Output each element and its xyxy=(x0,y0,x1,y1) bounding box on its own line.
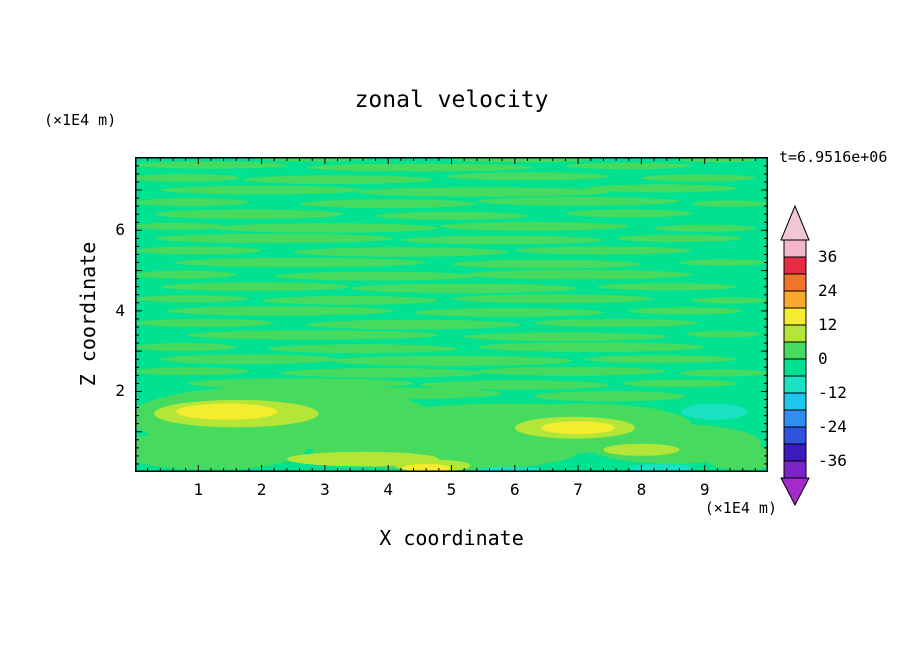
x-tick-label: 4 xyxy=(383,480,394,499)
z-tick-label: 4 xyxy=(115,300,125,320)
x-tick-label: 7 xyxy=(573,480,583,499)
colorbar xyxy=(780,204,810,507)
z-tick-label: 2 xyxy=(115,381,125,401)
contour-plot xyxy=(135,157,768,472)
x-tick-label: 3 xyxy=(320,480,330,499)
colorbar-tick-label: -12 xyxy=(818,383,847,402)
x-axis-unit: (×1E4 m) xyxy=(704,499,777,517)
colorbar-tick-label: 24 xyxy=(818,281,838,300)
x-tick-label: 6 xyxy=(509,480,520,499)
x-tick-label: 8 xyxy=(636,480,647,499)
colorbar-tick-label: 12 xyxy=(818,315,838,334)
x-tick-label: 1 xyxy=(193,480,204,499)
x-tick-label: 5 xyxy=(446,480,457,499)
colorbar-tick-label: 0 xyxy=(818,349,828,368)
z-axis-unit: (×1E4 m) xyxy=(44,111,117,129)
chart-title: zonal velocity xyxy=(354,87,549,113)
colorbar-tick-label: 36 xyxy=(818,247,838,266)
x-tick-label: 2 xyxy=(256,480,267,499)
colorbar-tick-label: -36 xyxy=(818,451,847,470)
timestamp-label: t=6.9516e+06 xyxy=(779,148,888,166)
x-axis-label: X coordinate xyxy=(379,526,524,550)
z-tick-label: 6 xyxy=(115,220,125,240)
plot-area xyxy=(135,157,768,472)
x-tick-label: 9 xyxy=(699,480,710,499)
colorbar-tick-label: -24 xyxy=(818,417,847,436)
z-axis-label: Z coordinate xyxy=(76,241,100,387)
